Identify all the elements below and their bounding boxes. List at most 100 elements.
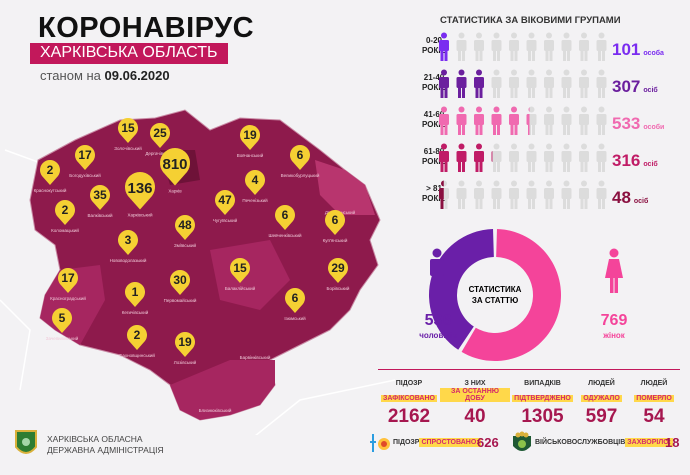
military-emblem-icon <box>513 431 531 451</box>
district-marker[interactable]: 47 Чугуївський <box>213 190 238 223</box>
district-marker[interactable]: 29 Борівський <box>327 258 350 291</box>
district-name: Красноградський <box>50 295 86 301</box>
district-marker[interactable]: 30 Первомайський <box>164 270 197 303</box>
district-name: Куп'янський <box>323 237 348 243</box>
district-marker[interactable]: 19 Лозівський <box>174 332 197 365</box>
district-marker[interactable]: 15 Золочівський <box>114 118 142 151</box>
district-marker[interactable]: 3 Нововодолазький <box>110 229 147 263</box>
person-icon <box>509 69 519 98</box>
stat-value: 2162 <box>387 406 431 427</box>
person-icon <box>544 143 554 172</box>
district-marker[interactable]: 6 Куп'янський <box>323 210 348 243</box>
district-name: Кегичівський <box>122 309 149 315</box>
district-marker[interactable]: 6 Шевченківський <box>268 205 302 238</box>
district-cases: 19 <box>178 335 192 349</box>
age-count: 101 <box>612 40 641 59</box>
district-name: Первомайський <box>164 297 197 303</box>
person-icon <box>474 143 484 172</box>
person-icon <box>579 143 589 172</box>
military-value: 18 <box>665 435 680 450</box>
age-range: 61-80 <box>423 147 445 156</box>
stat-label: ЛЮДЕЙ <box>588 380 615 387</box>
region-banner: ХАРКІВСЬКА ОБЛАСТЬ <box>30 43 228 64</box>
stat-value: 40 <box>464 406 486 427</box>
district-cases: 6 <box>292 291 299 305</box>
district-marker[interactable]: 810 Харків <box>159 148 190 194</box>
district-marker[interactable]: Близнюківський <box>199 407 232 413</box>
stat-value: 597 <box>585 406 618 427</box>
person-icon <box>456 69 467 98</box>
person-icon <box>561 69 572 98</box>
person-icon <box>509 32 519 61</box>
district-marker[interactable]: 19 Вовчанський <box>237 125 264 158</box>
district-marker[interactable]: Барвінківський <box>240 354 271 360</box>
district-cases: 1 <box>132 285 139 299</box>
person-icon <box>544 106 554 135</box>
district-marker[interactable]: 4 Печенізький <box>242 170 268 203</box>
district-marker[interactable]: 25 Дергачівський <box>145 123 175 156</box>
district-name: Валківський <box>87 212 113 218</box>
district-cases: 4 <box>252 173 259 187</box>
person-icon <box>526 106 537 135</box>
stat-highlight: ЗАФІКСОВАНО <box>381 395 437 402</box>
person-icon <box>561 180 572 209</box>
district-marker[interactable]: 35 Валківський <box>87 185 113 218</box>
stat-block: ЛЮДЕЙ ОДУЖАЛО 597 <box>575 380 628 428</box>
district-marker[interactable]: 6 Ізюмський <box>284 287 306 321</box>
refuted-value: 626 <box>477 435 499 450</box>
map-pin-icon <box>285 287 305 313</box>
district-cases: 17 <box>61 271 75 285</box>
person-icon <box>439 180 449 209</box>
district-cases: 35 <box>93 188 107 202</box>
district-marker[interactable]: 2 Краснокутський <box>34 160 67 193</box>
person-icon <box>456 32 467 61</box>
district-cases: 136 <box>127 180 152 197</box>
district-marker[interactable]: 5 Зачепилівський <box>46 308 79 341</box>
district-marker[interactable]: 6 Великобурлуцький <box>281 145 320 178</box>
map-pin-icon <box>175 332 195 357</box>
person-icon <box>579 69 589 98</box>
district-cases: 48 <box>178 218 192 232</box>
district-marker[interactable]: 1 Кегичівський <box>122 282 149 315</box>
refuted-label: ПІДОЗР <box>393 439 420 446</box>
stat-block: ПІДОЗР ЗАФІКСОВАНО 2162 <box>378 380 440 428</box>
district-marker[interactable]: 48 Зміївський <box>174 215 196 248</box>
district-marker[interactable]: 136 Харківський <box>125 172 155 218</box>
map-pin-icon <box>328 258 348 283</box>
person-icon <box>526 69 537 98</box>
age-stats-title: СТАТИСТИКА ЗА ВІКОВИМИ ГРУПАМИ <box>440 15 621 26</box>
person-icon <box>561 143 572 172</box>
person-icon <box>579 180 589 209</box>
person-icon <box>596 69 607 98</box>
person-icon <box>596 143 607 172</box>
map-pin-icon <box>174 215 195 240</box>
district-name: Золочівський <box>114 145 142 151</box>
age-group-label: 61-80 РОКІВ <box>422 147 446 167</box>
person-icon <box>596 106 607 135</box>
stat-label: ЛЮДЕЙ <box>640 380 668 387</box>
district-name: Барвінківський <box>240 354 271 360</box>
district-marker[interactable]: 15 Балаклійський <box>225 257 256 291</box>
district-cases: 47 <box>218 193 232 207</box>
oblast-coat-of-arms <box>15 430 37 454</box>
district-marker[interactable]: 2 Сахновщинський <box>119 324 155 358</box>
district-cases: 2 <box>134 328 141 342</box>
stat-block: З НИХ ЗА ОСТАННЮ ДОБУ 40 <box>440 380 510 428</box>
district-marker[interactable]: 17 Богодухівський <box>69 144 101 178</box>
district-name: Дергачівський <box>145 150 175 156</box>
age-range: 41-60 <box>423 110 445 119</box>
district-cases: 2 <box>62 203 69 217</box>
date-line: станом на 09.06.2020 <box>40 68 170 83</box>
person-icon <box>509 106 519 135</box>
person-icon <box>561 106 572 135</box>
district-marker[interactable]: 17 Красноградський <box>50 267 86 301</box>
age-group-value: 316 осіб <box>612 151 658 171</box>
district-name: Печенізький <box>242 197 268 203</box>
stat-highlight: ОДУЖАЛО <box>581 395 622 402</box>
district-marker[interactable]: 2 Коломацький <box>51 200 79 233</box>
age-icon-row <box>439 143 607 172</box>
district-name: Зміївський <box>174 242 196 248</box>
map-pin-icon <box>289 145 311 170</box>
female-icon <box>605 248 623 293</box>
divider <box>378 369 680 370</box>
